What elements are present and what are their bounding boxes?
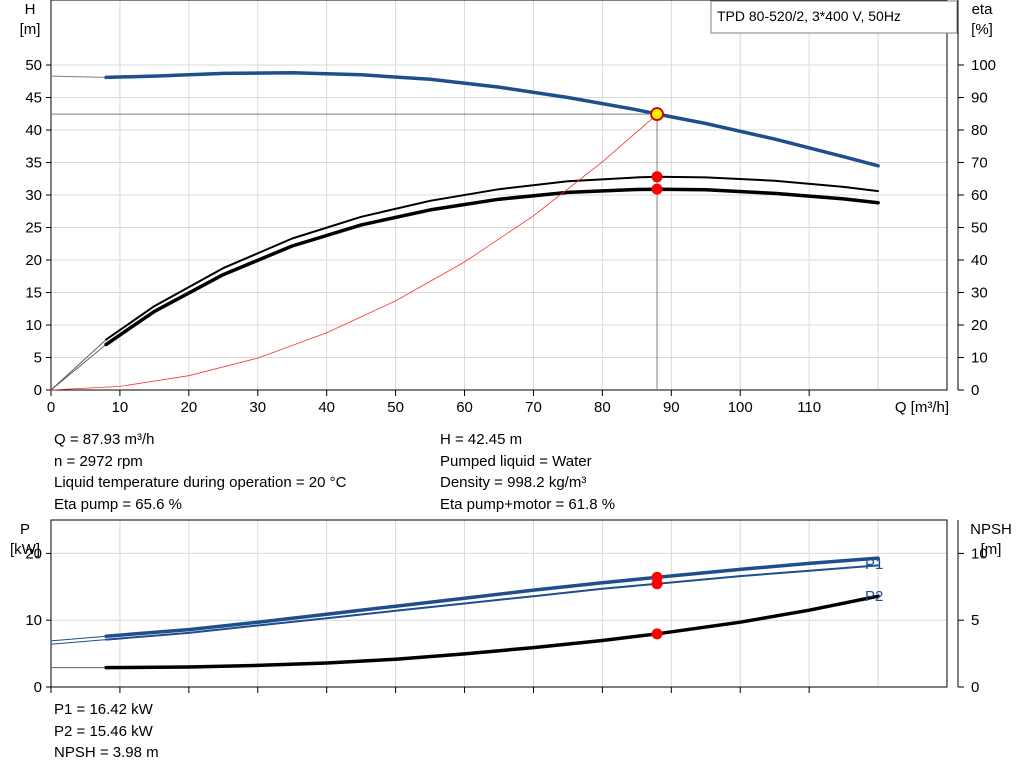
info-liquid-temperature: Liquid temperature during operation = 20…: [54, 474, 347, 491]
x-tick-label: 10: [112, 399, 129, 416]
info-eta-pump-motor: Eta pump+motor = 61.8 %: [440, 495, 616, 513]
right-tick-label: 5: [971, 612, 979, 629]
y-right-axis-unit: [m]: [981, 541, 1002, 558]
series-eta-pump-ext: [50, 339, 107, 391]
legend-box-text: TPD 80-520/2, 3*400 V, 50Hz: [717, 8, 901, 24]
info-density: Density = 998.2 kg/m³: [440, 474, 587, 491]
plot-frame: [50, 519, 948, 688]
bottom-panel: [46, 519, 964, 693]
series-p1: [104, 556, 880, 638]
x-tick-label: 80: [594, 399, 611, 416]
y-right-axis-unit: [%]: [971, 21, 993, 38]
left-tick-label: 25: [25, 220, 42, 237]
info-p1: P1 = 16.42 kW: [54, 701, 153, 718]
left-tick-label: 45: [25, 90, 42, 107]
series-head-ext: [50, 75, 107, 78]
x-tick-label: 100: [728, 399, 753, 416]
right-tick-label: 70: [971, 155, 988, 172]
right-tick-label: 10: [971, 350, 988, 367]
series-p2-ext: [50, 639, 107, 645]
series-eta-total: [104, 187, 880, 347]
right-tick-label: 10: [971, 545, 988, 562]
left-tick-label: 15: [25, 285, 42, 302]
eta-pump-point: [651, 171, 663, 183]
left-tick-label: 40: [25, 122, 42, 139]
legend-box: [710, 0, 958, 34]
right-tick-label: 20: [971, 317, 988, 334]
y-right-axis-title: eta: [972, 1, 994, 18]
left-tick-label: 0: [34, 382, 42, 399]
x-tick-label: 90: [663, 399, 680, 416]
info-speed: n = 2972 rpm: [54, 452, 143, 470]
right-tick-label: 30: [971, 285, 988, 302]
series-p2: [105, 564, 880, 641]
x-tick-label: 30: [249, 399, 266, 416]
right-tick-label: 80: [971, 122, 988, 139]
x-tick-label: 70: [525, 399, 542, 416]
left-tick-label: 50: [25, 57, 42, 74]
top-panel: [46, 0, 964, 396]
right-tick-label: 100: [971, 57, 996, 74]
info-bottom: P1 = 16.42 kW P2 = 15.46 kW NPSH = 3.98 …: [54, 699, 159, 764]
series-p1-ext: [50, 635, 107, 642]
left-tick-label: 20: [25, 252, 42, 269]
right-tick-label: 60: [971, 187, 988, 204]
left-tick-label: 20: [25, 545, 42, 562]
info-flow: Q = 87.93 m³/h: [54, 431, 155, 448]
left-tick-label: 10: [25, 317, 42, 334]
series-npsh: [104, 594, 880, 670]
y-left-axis-unit: [m]: [20, 21, 41, 38]
npsh-point: [651, 628, 663, 640]
series-head: [104, 71, 880, 168]
eta-total-point: [651, 183, 663, 195]
right-tick-label: 50: [971, 220, 988, 237]
left-tick-label: 30: [25, 187, 42, 204]
operating-point-marker: [650, 107, 664, 121]
y-left-axis-title: P: [20, 521, 30, 538]
info-head: H = 42.45 m: [440, 431, 523, 448]
left-tick-label: 5: [34, 350, 42, 367]
info-eta-pump: Eta pump = 65.6 %: [54, 495, 182, 513]
series-label-p2: P2: [865, 588, 883, 605]
x-tick-label: 50: [387, 399, 404, 416]
y-left-axis-title: H: [25, 1, 36, 18]
info-p2: P2 = 15.46 kW: [54, 722, 153, 740]
series-eta-pump: [105, 175, 880, 341]
x-tick-label: 0: [47, 399, 55, 416]
right-tick-label: 0: [971, 679, 979, 696]
series-eta-total-ext: [50, 344, 107, 391]
right-tick-label: 0: [971, 382, 979, 399]
series-system-curve: [50, 113, 658, 391]
y-left-axis-unit: [kW]: [10, 541, 40, 558]
left-tick-label: 35: [25, 155, 42, 172]
right-tick-label: 40: [971, 252, 988, 269]
x-tick-label: 20: [181, 399, 198, 416]
left-tick-label: 10: [25, 612, 42, 629]
right-tick-label: 90: [971, 90, 988, 107]
p2-point: [651, 578, 663, 590]
info-top-right: H = 42.45 m Pumped liquid = Water Densit…: [440, 429, 615, 515]
x-tick-label: 40: [318, 399, 335, 416]
series-label-p1: P1: [865, 556, 883, 573]
y-right-axis-title: NPSH: [970, 521, 1012, 538]
left-tick-label: 0: [34, 679, 42, 696]
x-axis-label: Q [m³/h]: [895, 399, 949, 416]
x-tick-label: 60: [456, 399, 473, 416]
info-top-left: Q = 87.93 m³/h n = 2972 rpm Liquid tempe…: [54, 429, 346, 515]
info-npsh: NPSH = 3.98 m: [54, 744, 159, 761]
x-tick-label: 110: [797, 399, 821, 416]
info-pumped-liquid: Pumped liquid = Water: [440, 452, 592, 470]
